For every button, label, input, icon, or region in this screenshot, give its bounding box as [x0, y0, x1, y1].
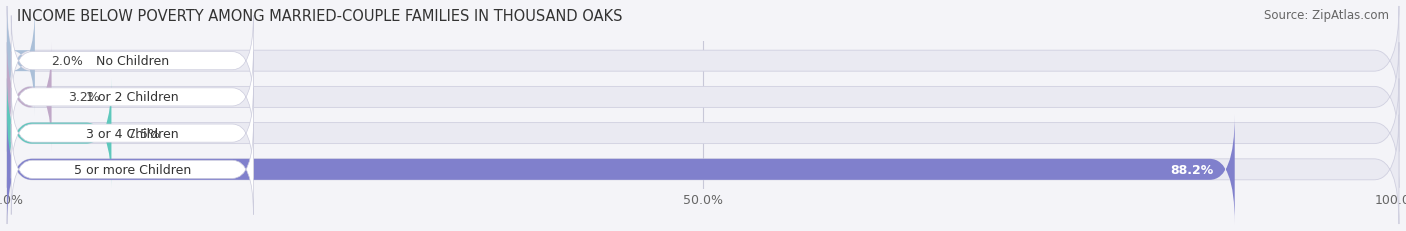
Text: 3 or 4 Children: 3 or 4 Children [86, 127, 179, 140]
Text: INCOME BELOW POVERTY AMONG MARRIED-COUPLE FAMILIES IN THOUSAND OAKS: INCOME BELOW POVERTY AMONG MARRIED-COUPL… [17, 9, 623, 24]
Text: 2.0%: 2.0% [52, 55, 83, 68]
Text: 7.5%: 7.5% [128, 127, 160, 140]
FancyBboxPatch shape [11, 88, 253, 179]
FancyBboxPatch shape [7, 7, 35, 116]
FancyBboxPatch shape [11, 125, 253, 215]
FancyBboxPatch shape [7, 7, 1399, 116]
FancyBboxPatch shape [7, 115, 1234, 224]
Text: 88.2%: 88.2% [1171, 163, 1213, 176]
Text: 3.2%: 3.2% [69, 91, 100, 104]
Text: Source: ZipAtlas.com: Source: ZipAtlas.com [1264, 9, 1389, 22]
FancyBboxPatch shape [7, 115, 1399, 224]
FancyBboxPatch shape [7, 79, 111, 188]
FancyBboxPatch shape [7, 43, 1399, 152]
FancyBboxPatch shape [11, 16, 253, 106]
Text: 1 or 2 Children: 1 or 2 Children [86, 91, 179, 104]
FancyBboxPatch shape [11, 52, 253, 143]
FancyBboxPatch shape [7, 79, 1399, 188]
Text: 5 or more Children: 5 or more Children [73, 163, 191, 176]
Text: No Children: No Children [96, 55, 169, 68]
FancyBboxPatch shape [7, 43, 52, 152]
